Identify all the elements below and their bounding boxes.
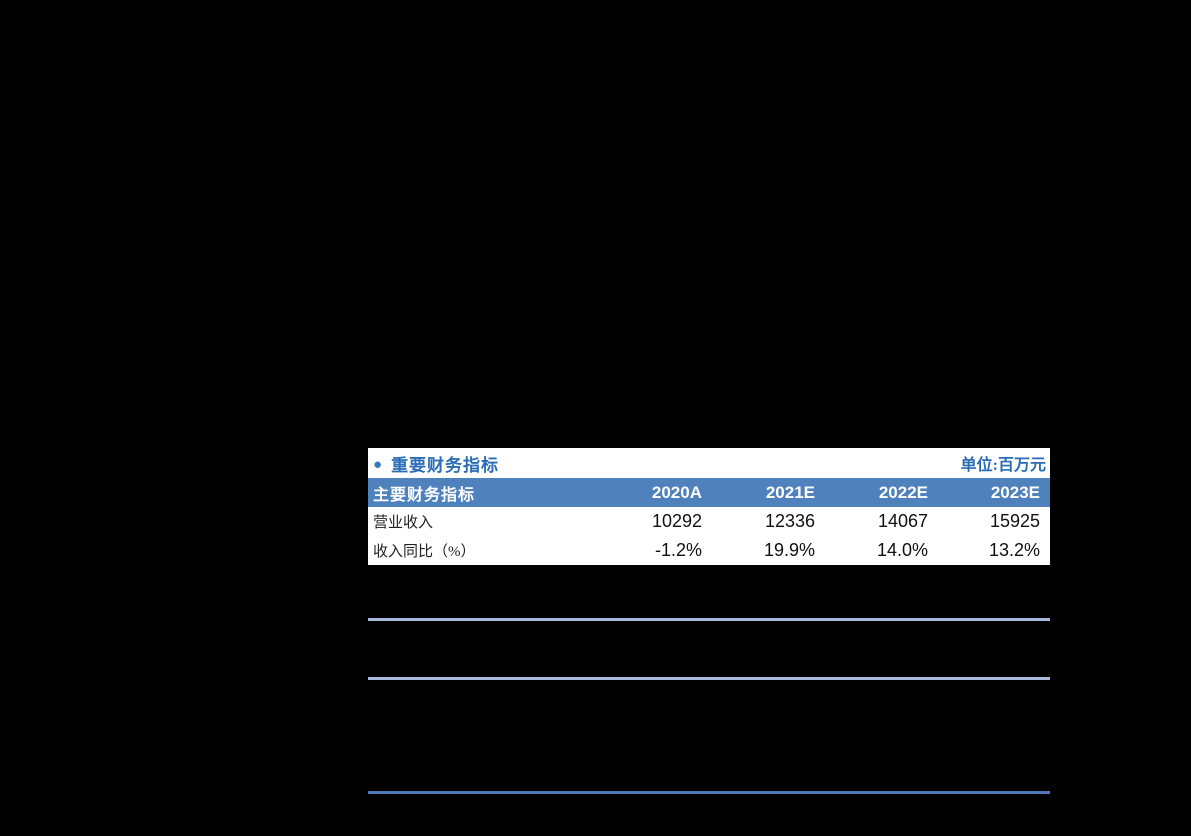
table-row-revenue-yoy: 收入同比（%） -1.2% 19.9% 14.0% 13.2% xyxy=(368,536,1050,565)
financial-indicators-table: ● 重要财务指标 单位:百万元 主要财务指标 2020A 2021E 2022E… xyxy=(368,448,1050,565)
divider-line-top xyxy=(368,618,1050,621)
unit-label: 单位:百万元 xyxy=(960,457,1046,474)
row-value: 10292 xyxy=(651,511,702,531)
row-label: 营业收入 xyxy=(373,515,434,531)
divider-line-bottom xyxy=(368,791,1050,794)
row-value: 12336 xyxy=(764,511,815,531)
header-year-2022e: 2022E xyxy=(878,482,928,502)
table-title-group: ● 重要财务指标 xyxy=(373,451,499,476)
row-value: 15925 xyxy=(989,511,1040,531)
row-value: 14067 xyxy=(877,511,928,531)
row-value: -1.2% xyxy=(654,540,702,560)
header-year-2023e: 2023E xyxy=(990,482,1040,502)
bullet-icon: ● xyxy=(373,455,383,473)
row-value: 14.0% xyxy=(876,540,928,560)
table-row-revenue: 营业收入 10292 12336 14067 15925 xyxy=(368,507,1050,536)
header-year-2021e: 2021E xyxy=(765,482,815,502)
table-title-row: ● 重要财务指标 单位:百万元 xyxy=(368,448,1050,478)
header-metric-label: 主要财务指标 xyxy=(373,486,476,504)
row-value: 19.9% xyxy=(763,540,815,560)
row-label: 收入同比（%） xyxy=(373,544,476,560)
row-value: 13.2% xyxy=(988,540,1040,560)
header-year-2020a: 2020A xyxy=(651,482,702,502)
section-title: 重要财务指标 xyxy=(391,455,500,475)
divider-line-middle xyxy=(368,677,1050,680)
table-header-row: 主要财务指标 2020A 2021E 2022E 2023E xyxy=(368,478,1050,507)
